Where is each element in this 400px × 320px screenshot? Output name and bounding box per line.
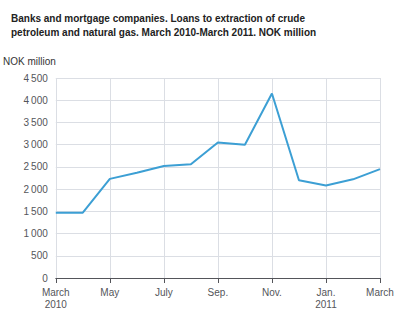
svg-text:4 000: 4 000	[24, 95, 49, 106]
svg-text:3 000: 3 000	[24, 139, 49, 150]
svg-text:Jan.: Jan.	[317, 287, 336, 298]
svg-text:1 500: 1 500	[24, 206, 49, 217]
svg-text:March: March	[366, 287, 394, 298]
svg-text:March: March	[42, 287, 70, 298]
svg-text:3 500: 3 500	[24, 117, 49, 128]
svg-text:Nov.: Nov.	[262, 287, 282, 298]
svg-text:July: July	[155, 287, 173, 298]
svg-text:NOK million: NOK million	[3, 56, 56, 67]
svg-text:2 500: 2 500	[24, 161, 49, 172]
svg-text:Banks and mortgage companies.: Banks and mortgage companies. Loans to e…	[11, 13, 305, 24]
svg-text:0: 0	[42, 273, 48, 284]
svg-text:May: May	[100, 287, 119, 298]
svg-text:Sep.: Sep.	[208, 287, 229, 298]
svg-text:500: 500	[31, 250, 48, 261]
svg-text:2 000: 2 000	[24, 184, 49, 195]
svg-text:2011: 2011	[315, 299, 337, 310]
svg-text:2010: 2010	[45, 299, 68, 310]
svg-text:1 000: 1 000	[24, 228, 49, 239]
svg-text:petroleum and natural gas. Mar: petroleum and natural gas. March 2010-Ma…	[11, 27, 316, 38]
svg-text:4 500: 4 500	[24, 73, 49, 84]
